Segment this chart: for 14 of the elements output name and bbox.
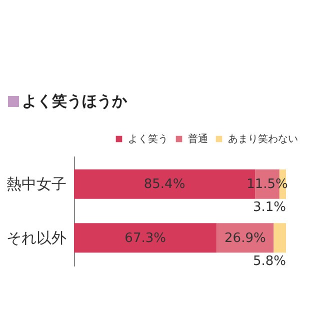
legend-label: 普通 xyxy=(188,133,208,145)
legend-label: あまり笑わない xyxy=(228,133,298,145)
chart-title: よく笑うほうか xyxy=(22,92,127,111)
bar xyxy=(216,223,274,253)
data-label: 3.1% xyxy=(252,200,286,216)
legend-label: よく笑う xyxy=(128,133,168,145)
y-tick-label: それ以外 xyxy=(6,228,66,247)
data-label: 67.3% xyxy=(124,230,166,246)
data-label: 5.8% xyxy=(252,254,286,269)
data-label: 26.9% xyxy=(224,230,266,246)
bar xyxy=(274,223,286,253)
bar xyxy=(74,223,217,253)
y-tick-label: 熱中女子 xyxy=(6,175,66,194)
data-label: 85.4% xyxy=(144,177,186,192)
